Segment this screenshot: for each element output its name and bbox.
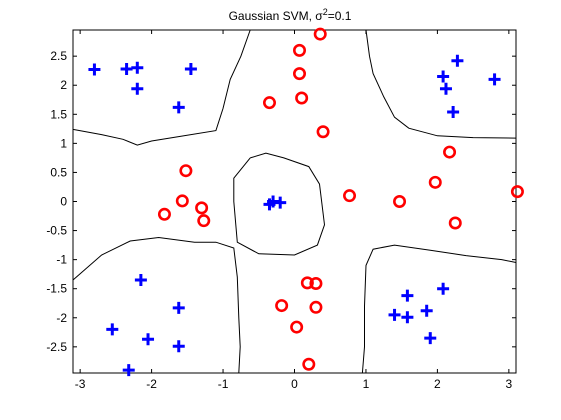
y-tick-label: -2.5 [46,340,67,354]
circle-marker-10 [195,201,209,215]
plus-marker-23 [388,308,401,321]
plus-marker-25 [420,304,433,317]
decision-boundary-3 [72,236,241,374]
decision-boundary-2 [365,29,517,139]
y-tick-label: -0.5 [46,224,67,238]
plus-marker-10 [488,73,501,86]
circle-marker-13 [393,195,407,209]
x-axis: -3 -2 -1 0 1 2 3 [75,30,513,391]
decision-boundaries [72,29,517,374]
x-tick-label: 3 [506,377,513,391]
circle-marker-23 [302,357,316,371]
plus-marker-22 [437,282,450,295]
circle-marker-22 [290,320,304,334]
y-axis: 2.5 2 1.5 1 0.5 0 -0.5 -1 -1.5 -2 -2.5 [46,49,516,354]
x-tick-label: 2 [434,377,441,391]
plus-marker-14 [274,196,287,209]
x-tick-label: 0 [291,377,298,391]
y-tick-label: -1.5 [46,282,67,296]
circle-marker-3 [293,67,307,81]
circle-marker-19 [309,276,323,290]
y-tick-label: 0.5 [50,165,67,179]
circle-marker-5 [262,96,276,110]
y-tick-label: -1 [56,253,67,267]
circle-marker-9 [157,207,171,221]
chart-title-main: Gaussian SVM, σ [229,9,324,23]
decision-boundary-5 [233,152,326,256]
x-tick-label: -3 [75,377,86,391]
circle-marker-12 [343,189,357,203]
y-tick-label: 0 [60,195,67,209]
plus-marker-21 [401,289,414,302]
circle-marker-7 [179,164,193,178]
y-tick-label: 1.5 [50,107,67,121]
plus-marker-4 [184,62,197,75]
data-markers [88,27,524,377]
circle-marker-17 [510,185,524,199]
plus-marker-3 [131,61,144,74]
decision-boundary-1 [72,29,251,146]
plus-marker-6 [172,101,185,114]
plus-marker-2 [120,62,133,75]
y-tick-label: -2 [56,311,67,325]
circle-marker-4 [295,91,309,105]
chart-title: Gaussian SVM, σ2=0.1 [229,7,352,23]
plus-marker-17 [106,323,119,336]
y-tick-label: 2.5 [50,49,67,63]
plus-marker-1 [88,63,101,76]
circle-marker-16 [448,216,462,230]
plus-marker-19 [172,340,185,353]
plus-marker-26 [424,332,437,345]
circle-marker-20 [275,299,289,313]
circle-marker-2 [293,43,307,57]
circle-marker-18 [300,276,314,290]
y-tick-label: 1 [60,136,67,150]
plus-marker-9 [451,54,464,67]
plus-marker-11 [447,105,460,118]
axes-box [72,29,517,374]
plus-marker-16 [172,301,185,314]
x-tick-label: -1 [218,377,229,391]
plus-marker-18 [142,333,155,346]
plot-area: -3 -2 -1 0 1 2 3 2.5 2 1.5 1 0.5 0 -0.5 -1 -1.5 -2 -2.5 [46,27,524,391]
x-tick-label: -2 [146,377,157,391]
circle-marker-21 [309,300,323,314]
circle-marker-11 [197,214,211,228]
circle-marker-15 [443,145,457,159]
y-tick-label: 2 [60,78,67,92]
plus-marker-8 [439,82,452,95]
x-tick-label: 1 [363,377,370,391]
decision-boundary-4 [361,244,517,374]
plus-marker-5 [131,82,144,95]
circle-marker-8 [175,194,189,208]
plus-marker-24 [401,311,414,324]
circle-marker-14 [428,175,442,189]
circle-marker-6 [316,125,330,139]
plus-marker-15 [134,273,147,286]
plus-marker-20 [122,364,135,377]
plus-marker-7 [437,70,450,83]
chart-title-rest: =0.1 [328,9,352,23]
circle-marker-1 [313,27,327,41]
chart-title-superscript: 2 [323,7,328,17]
